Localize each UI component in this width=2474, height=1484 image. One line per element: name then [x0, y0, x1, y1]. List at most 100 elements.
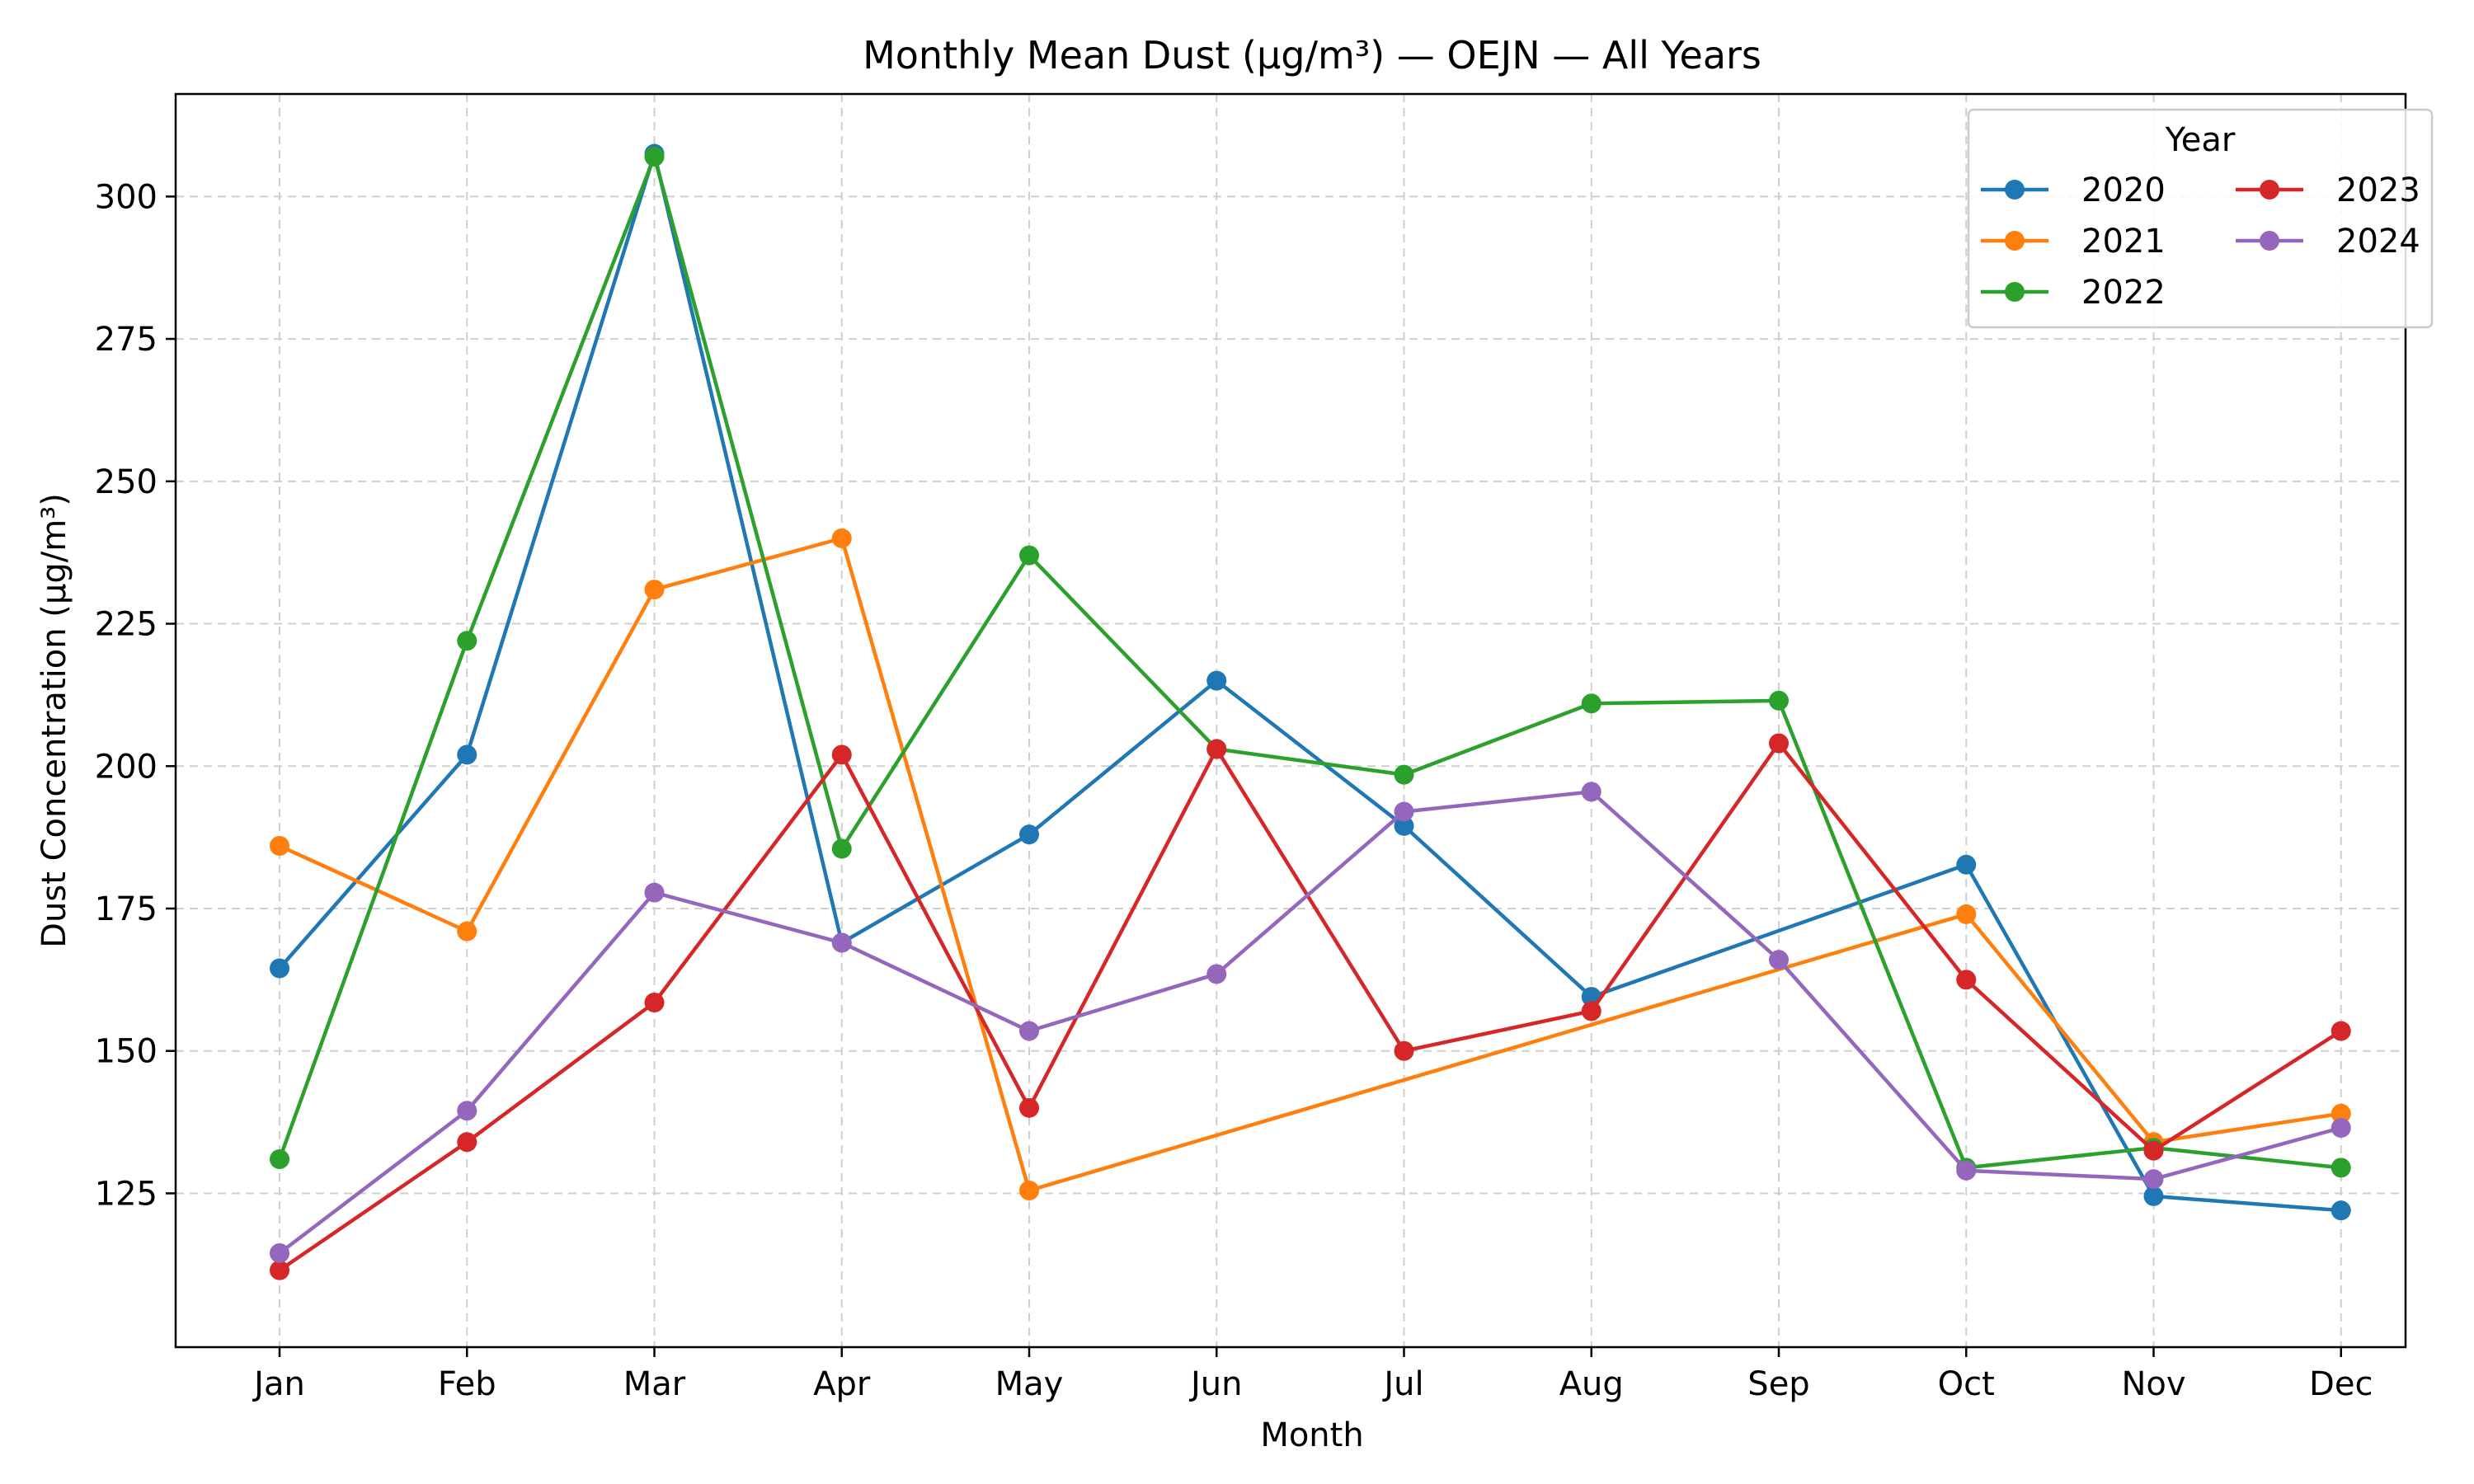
data-point-2024 — [831, 932, 852, 953]
x-tick-label: Mar — [623, 1365, 686, 1403]
legend-label: 2024 — [2336, 223, 2420, 261]
data-point-2020 — [1019, 824, 1039, 845]
legend-label: 2020 — [2081, 171, 2166, 209]
data-point-2024 — [1394, 801, 1414, 822]
data-point-2020 — [1394, 815, 1414, 836]
data-point-2024 — [270, 1243, 289, 1263]
data-point-2024 — [2331, 1118, 2351, 1138]
x-axis-label: Month — [1260, 1416, 1363, 1454]
legend-item-2022: 2022 — [1981, 274, 2166, 312]
series-2021 — [270, 528, 2351, 1200]
y-tick-label: 125 — [95, 1175, 158, 1213]
data-point-2021 — [644, 580, 665, 600]
chart-title: Monthly Mean Dust (µg/m³) — OEJN — All Y… — [863, 33, 1761, 77]
legend-box — [1967, 108, 2434, 329]
data-point-2023 — [644, 993, 665, 1012]
data-point-2023 — [1581, 1001, 1602, 1021]
data-point-2020 — [2331, 1200, 2351, 1221]
legend-title: Year — [2165, 121, 2236, 159]
data-point-2024 — [457, 1101, 477, 1121]
x-tick-label: Jan — [252, 1365, 305, 1403]
x-tick-label: Feb — [438, 1365, 496, 1403]
data-point-2020 — [2143, 1186, 2164, 1206]
data-point-2024 — [2143, 1169, 2164, 1190]
data-point-2021 — [831, 528, 852, 548]
legend-swatch-marker — [2005, 282, 2025, 302]
data-point-2023 — [1956, 970, 1977, 990]
data-point-2022 — [1019, 545, 1039, 566]
data-point-2021 — [1019, 1181, 1039, 1200]
data-point-2022 — [1769, 690, 1789, 711]
y-tick-label: 150 — [95, 1033, 158, 1071]
legend-item-2023: 2023 — [2236, 171, 2420, 209]
series-2023 — [270, 733, 2351, 1280]
y-tick-label: 300 — [95, 178, 158, 216]
data-point-2024 — [1956, 1160, 1977, 1181]
legend-item-2020: 2020 — [1981, 171, 2166, 209]
series-lines — [270, 143, 2351, 1280]
series-line-2021 — [279, 536, 2342, 1193]
legend-label: 2021 — [2081, 223, 2166, 261]
data-point-2022 — [1581, 693, 1602, 714]
x-tick-label: Nov — [2121, 1365, 2185, 1403]
data-point-2024 — [644, 882, 665, 903]
legend-label: 2023 — [2336, 171, 2420, 209]
data-point-2023 — [1394, 1040, 1414, 1061]
y-tick-label: 275 — [95, 321, 158, 359]
legend: Year 2020 2021 2022 2023 2024 — [1967, 108, 2434, 329]
data-point-2022 — [457, 631, 477, 651]
data-point-2023 — [1019, 1097, 1039, 1118]
data-point-2021 — [457, 921, 477, 942]
data-point-2024 — [1019, 1021, 1039, 1041]
x-axis-ticks: Jan Feb Mar Apr May Jun Jul Aug Sep Oct Nov Dec — [252, 1347, 2373, 1403]
data-point-2023 — [831, 744, 852, 765]
y-tick-label: 200 — [95, 748, 158, 786]
data-point-2020 — [270, 958, 289, 979]
legend-swatch-marker — [2005, 180, 2025, 200]
y-axis-ticks: 125 150 175 200 225 250 275 300 — [95, 178, 176, 1213]
legend-entries: 2020 2021 2022 2023 2024 — [1981, 171, 2420, 312]
data-point-2023 — [2331, 1021, 2351, 1041]
legend-label: 2022 — [2081, 274, 2166, 312]
data-point-2022 — [270, 1149, 289, 1169]
data-point-2022 — [1394, 764, 1414, 785]
data-point-2022 — [644, 147, 665, 167]
data-point-2024 — [1206, 964, 1227, 984]
legend-swatch-marker — [2005, 231, 2025, 251]
x-tick-label: May — [995, 1365, 1064, 1403]
y-axis-label: Dust Concentration (µg/m³) — [35, 493, 73, 948]
data-point-2024 — [1769, 950, 1789, 970]
y-tick-label: 225 — [95, 606, 158, 644]
y-tick-label: 175 — [95, 890, 158, 928]
data-point-2020 — [1956, 854, 1977, 875]
x-tick-label: Apr — [813, 1365, 871, 1403]
data-point-2023 — [270, 1260, 289, 1280]
x-tick-label: Jun — [1188, 1365, 1243, 1403]
x-tick-label: Aug — [1559, 1365, 1624, 1403]
data-point-2021 — [270, 836, 289, 856]
y-tick-label: 250 — [95, 463, 158, 501]
data-point-2023 — [1769, 733, 1789, 754]
legend-item-2024: 2024 — [2236, 223, 2420, 261]
x-tick-label: Dec — [2309, 1365, 2373, 1403]
plot-frame — [174, 92, 2407, 1349]
data-point-2020 — [457, 744, 477, 765]
series-2024 — [270, 782, 2351, 1263]
data-point-2021 — [2331, 1103, 2351, 1124]
data-point-2023 — [1206, 739, 1227, 759]
data-point-2021 — [1956, 904, 1977, 924]
data-point-2024 — [1581, 782, 1602, 802]
x-tick-label: Sep — [1747, 1365, 1809, 1403]
data-point-2022 — [831, 838, 852, 859]
series-line-2022 — [277, 154, 2341, 1170]
legend-swatch-marker — [2260, 231, 2279, 251]
grid-lines — [176, 94, 2406, 1347]
data-point-2022 — [2331, 1158, 2351, 1178]
data-point-2020 — [1206, 670, 1227, 691]
series-line-2024 — [278, 790, 2342, 1255]
series-line-2023 — [278, 741, 2342, 1272]
legend-swatch-marker — [2260, 180, 2279, 200]
x-tick-label: Jul — [1381, 1365, 1423, 1403]
